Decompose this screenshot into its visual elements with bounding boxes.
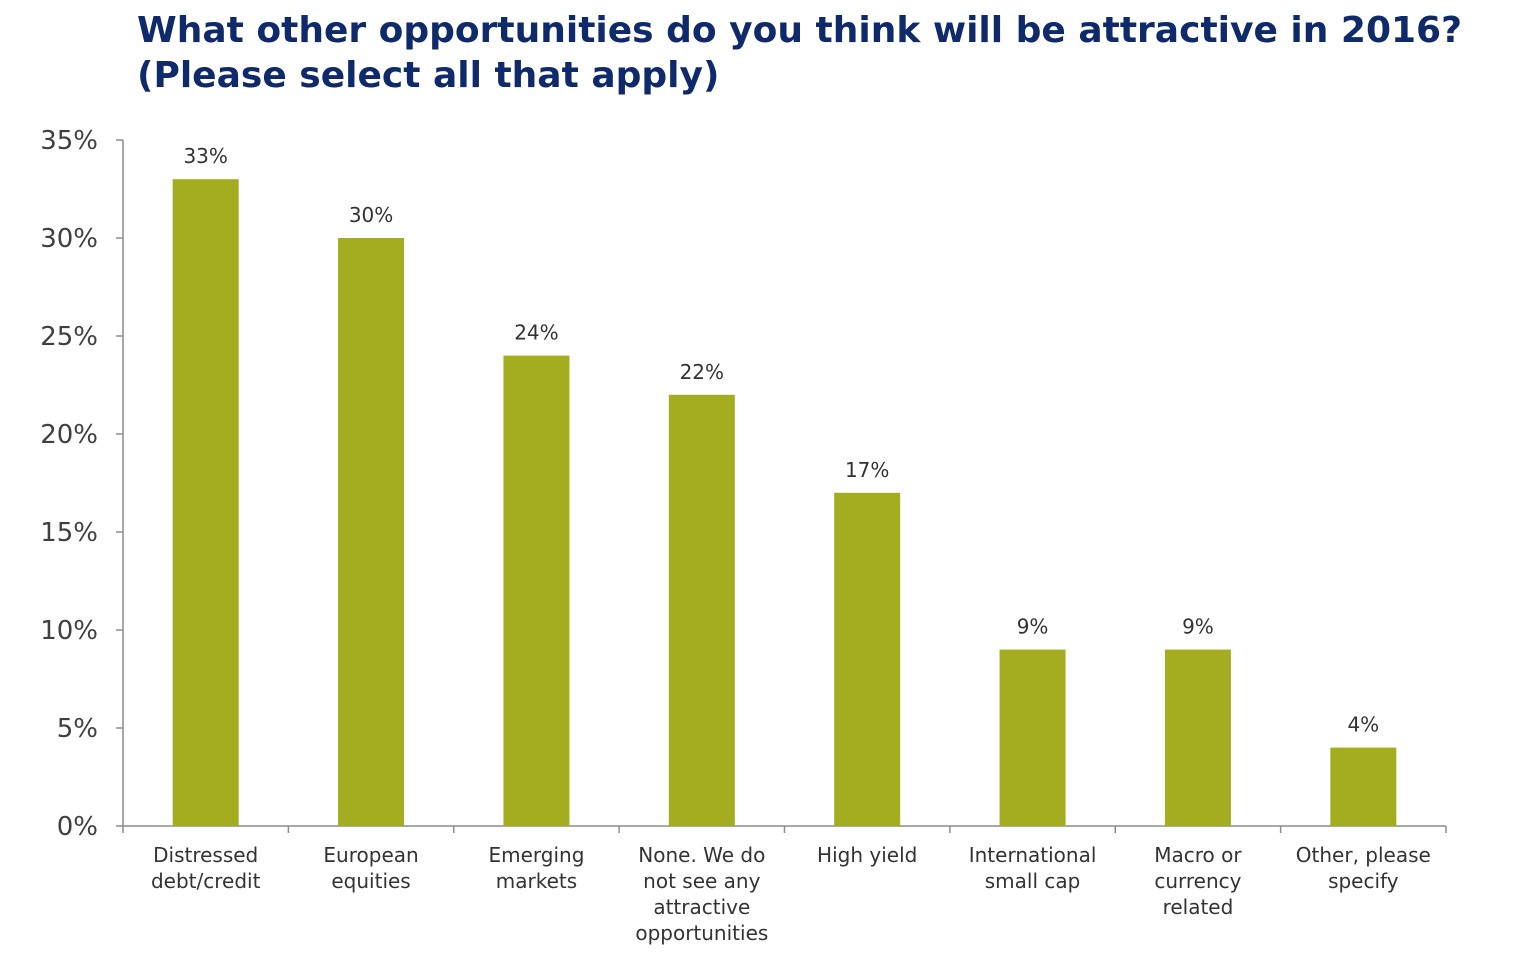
data-label: 33% <box>183 144 227 168</box>
bar <box>338 238 405 826</box>
x-category-label-line: equities <box>331 869 410 893</box>
bar <box>503 355 570 826</box>
bar <box>172 179 239 826</box>
data-label: 24% <box>514 321 558 345</box>
x-category-label-line: debt/credit <box>151 869 261 893</box>
bar <box>1164 649 1231 826</box>
bar <box>1330 747 1397 826</box>
x-category-label-line: Emerging <box>488 843 584 867</box>
y-axis: 0% 5% 10% 15% 20% 25% 30% 35% <box>40 126 124 842</box>
x-category-label: European equities <box>323 843 418 893</box>
x-axis <box>122 825 1447 833</box>
x-category-label: Emerging markets <box>488 843 584 893</box>
bar <box>668 394 735 826</box>
x-category-label-line: opportunities <box>635 921 768 945</box>
y-tick-label: 5% <box>57 714 98 744</box>
data-label: 4% <box>1347 713 1379 737</box>
y-tick-label: 15% <box>40 518 98 548</box>
data-label: 22% <box>680 360 724 384</box>
x-category-label-line: related <box>1163 895 1234 919</box>
x-category-label-line: markets <box>496 869 577 893</box>
x-category-label-line: attractive <box>653 895 750 919</box>
bar <box>999 649 1066 826</box>
x-category-label-line: small cap <box>985 869 1081 893</box>
y-tick-label: 30% <box>40 224 98 254</box>
x-category-label-line: Distressed <box>153 843 258 867</box>
y-tick-label: 0% <box>57 812 98 842</box>
x-category-label: Macro or currency related <box>1154 843 1242 919</box>
x-category-label: None. We do not see any attractive opportun… <box>635 843 768 945</box>
bar <box>834 492 901 826</box>
y-tick-label: 10% <box>40 616 98 646</box>
y-tick-label: 25% <box>40 322 98 352</box>
data-label: 30% <box>349 203 393 227</box>
x-category-label: Other, please specify <box>1296 843 1431 893</box>
x-category-label-line: None. We do <box>638 843 765 867</box>
x-category-label-line: International <box>969 843 1097 867</box>
y-tick-label: 35% <box>40 126 98 156</box>
category-labels: Distressed debt/credit European equities Eme… <box>151 843 1431 945</box>
bars <box>172 179 1397 826</box>
x-category-label-line: High yield <box>817 843 917 867</box>
x-category-label: International small cap <box>969 843 1097 893</box>
x-category-label-line: European <box>323 843 418 867</box>
data-label: 9% <box>1182 615 1214 639</box>
chart-title-line-2: (Please select all that apply) <box>137 55 720 96</box>
x-category-label-line: currency <box>1154 869 1241 893</box>
data-label: 9% <box>1017 615 1049 639</box>
chart-title-line-1: What other opportunities do you think wi… <box>137 10 1462 51</box>
x-category-label: Distressed debt/credit <box>151 843 261 893</box>
y-tick-label: 20% <box>40 420 98 450</box>
x-category-label-line: Other, please <box>1296 843 1431 867</box>
x-category-label-line: specify <box>1328 869 1399 893</box>
x-category-label-line: not see any <box>643 869 760 893</box>
data-labels: 33% 30% 24% 22% 17% 9% 9% 4% <box>183 144 1379 736</box>
x-category-label: High yield <box>817 843 917 867</box>
chart-title: What other opportunities do you think wi… <box>137 8 1527 98</box>
data-label: 17% <box>845 458 889 482</box>
x-category-label-line: Macro or <box>1154 843 1242 867</box>
